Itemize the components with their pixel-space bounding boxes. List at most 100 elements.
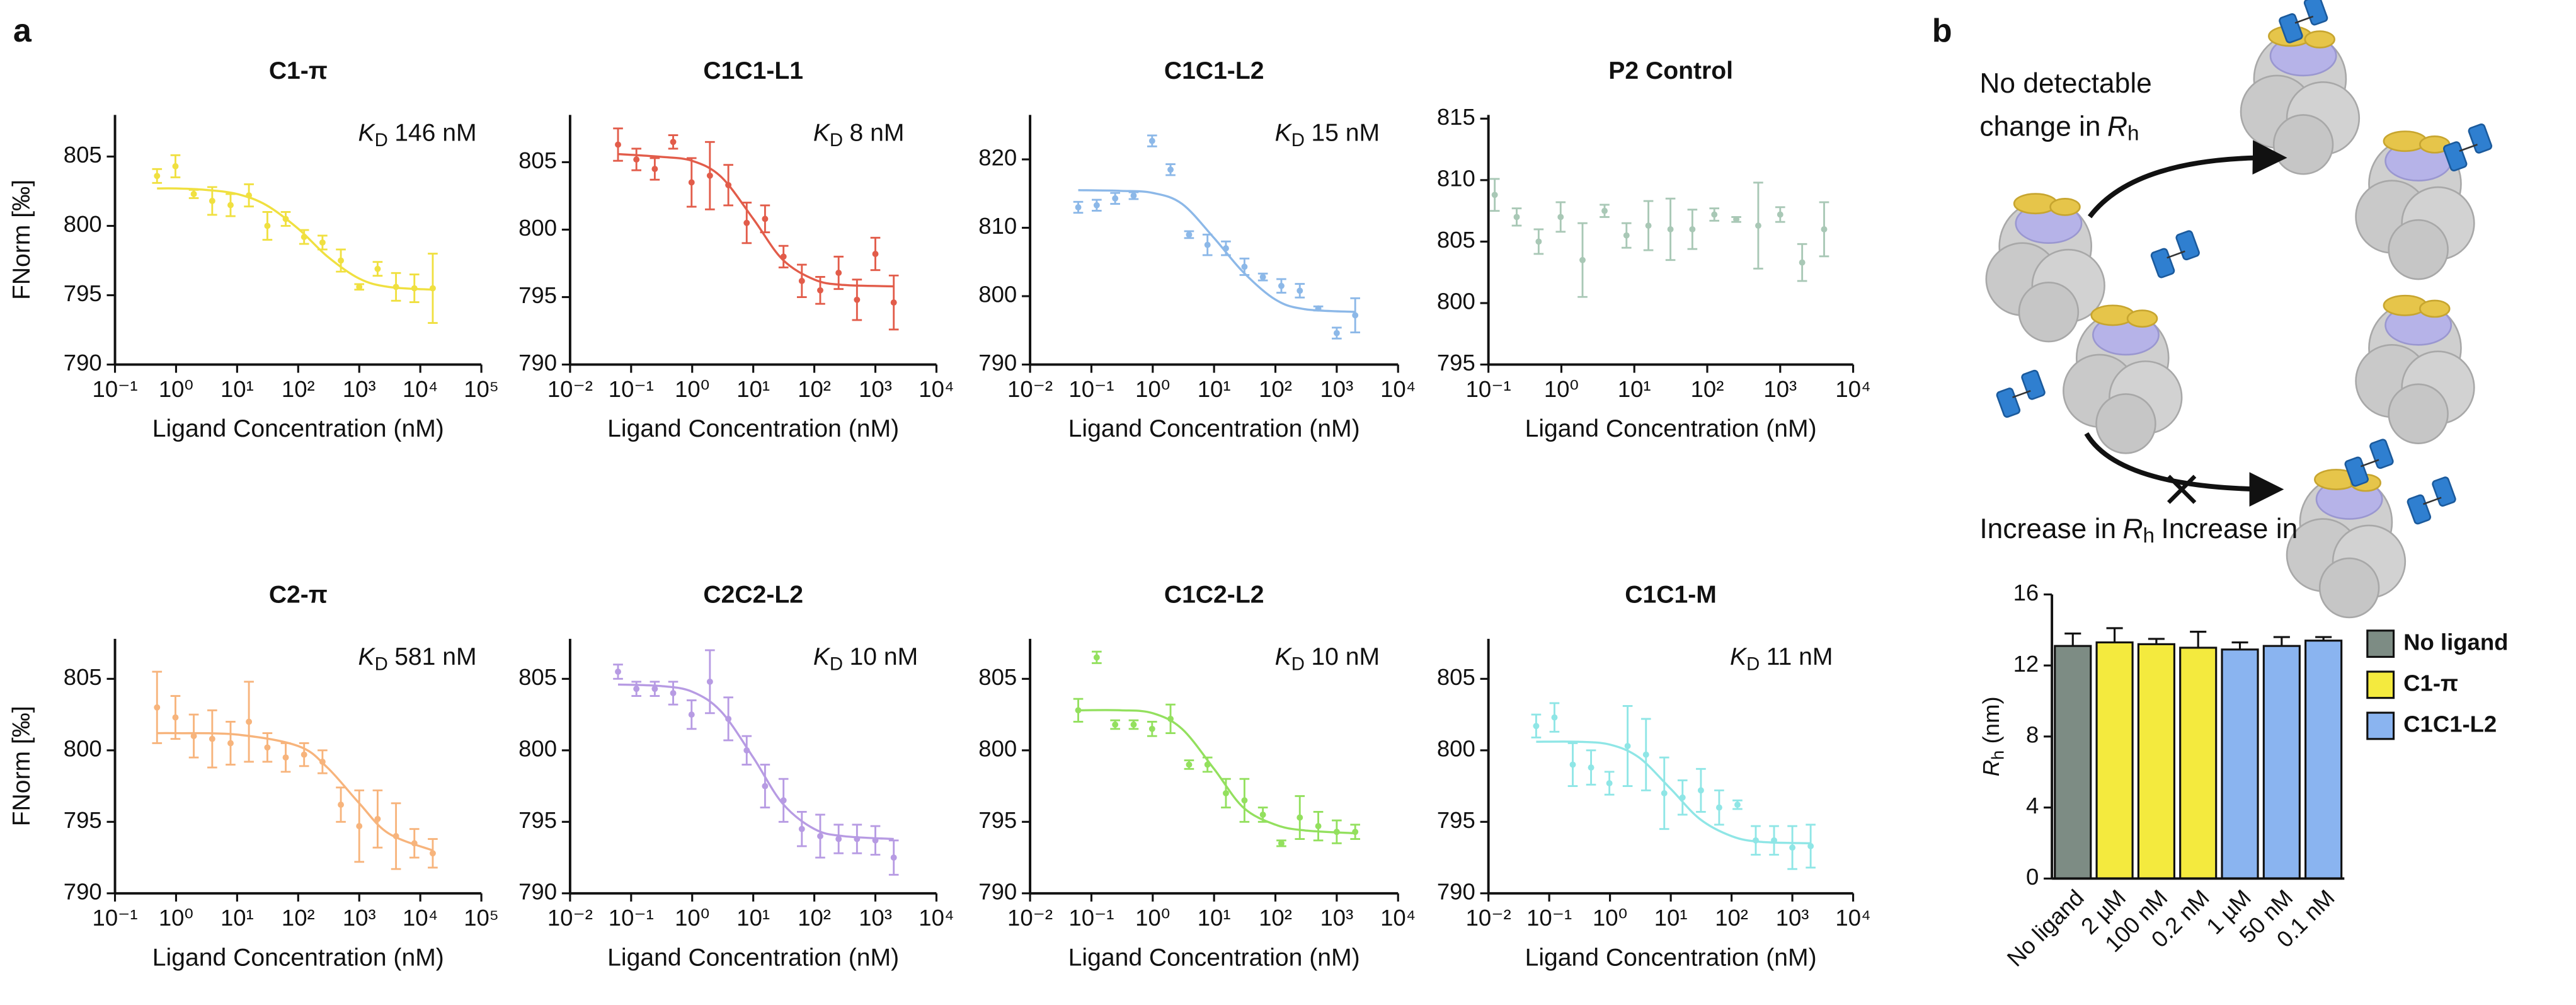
annotation: KD 146 nM: [358, 120, 476, 151]
data-point: [1278, 840, 1285, 847]
data-point: [743, 747, 750, 754]
y-tick-label: 800: [518, 735, 557, 761]
x-tick-label: 10⁻¹: [609, 905, 654, 931]
subscript: D: [375, 130, 388, 151]
x-tick-label: 10¹: [736, 905, 770, 931]
symbol: K: [1275, 120, 1293, 147]
data-point: [1075, 204, 1082, 210]
bar: [2095, 641, 2134, 880]
fit-curve: [157, 732, 433, 852]
annotation: KD 15 nM: [1275, 120, 1380, 151]
x-tick-label: 10³: [343, 905, 376, 931]
label-part: 15 nM: [1311, 120, 1380, 147]
y-tick-label: 805: [64, 142, 102, 168]
x-tick-label: 10⁴: [919, 376, 954, 402]
error-bar: [2064, 632, 2081, 646]
y-tick-label: 12: [2013, 651, 2039, 677]
fit-curve: [1536, 740, 1811, 845]
label-part: (nm): [1978, 696, 2004, 744]
fit-curve: [1078, 189, 1356, 313]
y-tick-label: 810: [978, 213, 1017, 239]
error-bar: [2148, 638, 2165, 645]
data-point: [301, 751, 307, 758]
y-tick-label: 805: [978, 664, 1017, 690]
data-point: [670, 139, 677, 146]
y-tick-label: 800: [64, 211, 102, 237]
data-point: [1333, 330, 1340, 336]
x-tick-label: 10²: [282, 376, 315, 402]
chart-title: C2C2-L2: [703, 581, 803, 608]
chart-title: C1C1-M: [1625, 581, 1717, 608]
data-point: [1733, 216, 1740, 223]
data-point: [246, 718, 253, 725]
annotation: KD 10 nM: [1275, 643, 1380, 674]
x-tick-label: 10¹: [1654, 905, 1688, 931]
subscript: D: [1746, 653, 1760, 674]
data-point: [1130, 192, 1137, 199]
x-tick-label: 10⁰: [1135, 376, 1170, 402]
x-tick-label: 10³: [859, 376, 892, 402]
y-tick-label: 815: [1437, 104, 1475, 130]
y-tick-label: 820: [978, 145, 1017, 171]
x-tick-label: 10²: [1715, 905, 1748, 931]
bar: [2179, 646, 2218, 880]
x-tick-label: 10²: [282, 905, 315, 931]
chart-title: C1C1-L2: [1164, 57, 1264, 84]
data-point: [1771, 837, 1777, 844]
data-point: [209, 735, 215, 742]
data-point: [392, 833, 399, 839]
y-tick-label: 805: [518, 664, 557, 690]
x-tick-label: 10⁴: [1380, 905, 1416, 931]
x-tick-label: 10³: [343, 376, 376, 402]
y-tick-label: 790: [978, 350, 1017, 376]
protein: [2063, 304, 2183, 454]
data-point: [872, 837, 879, 844]
data-point: [706, 678, 713, 685]
protein: [2240, 25, 2361, 175]
x-tick-label: 10⁰: [1593, 905, 1627, 931]
data-point: [1241, 263, 1248, 270]
x-tick-label: 10⁴: [403, 905, 438, 931]
diagram-label: Increase in Rh Increase in: [1979, 514, 2298, 548]
symbol: R: [1978, 760, 2004, 776]
protein: [1985, 193, 2105, 343]
data-point: [1167, 715, 1174, 722]
data-point: [246, 192, 253, 199]
data-point: [1711, 211, 1718, 218]
data-point: [615, 669, 621, 675]
label-part: 146 nM: [394, 120, 476, 147]
data-point: [706, 172, 713, 179]
error-bar: [2273, 636, 2290, 646]
data-point: [227, 202, 234, 209]
data-point: [1167, 166, 1174, 173]
data-point: [319, 239, 326, 246]
y-axis-label: FNorm [‰]: [8, 706, 35, 826]
data-point: [429, 850, 436, 857]
legend-swatch: [2366, 629, 2395, 658]
symbol: K: [358, 120, 375, 147]
x-tick-label: 10²: [798, 376, 831, 402]
chart-title: C1C2-L2: [1164, 581, 1264, 608]
data-point: [688, 179, 695, 186]
arrow: [2087, 140, 2287, 219]
arrow: [2084, 432, 2284, 507]
data-point: [1333, 829, 1340, 836]
x-axis-label: Ligand Concentration (nM): [607, 415, 899, 442]
subscript: D: [1291, 653, 1305, 674]
label-part: 8 nM: [850, 120, 905, 147]
data-point: [301, 234, 307, 241]
ligand: [1995, 369, 2047, 419]
y-tick-label: 800: [1437, 735, 1475, 761]
data-point: [1186, 231, 1193, 238]
data-point: [1315, 823, 1322, 830]
data-point: [1755, 222, 1761, 229]
label-part: Increase in: [2161, 514, 2298, 544]
data-point: [1623, 232, 1630, 239]
x-tick-label: 10³: [859, 905, 892, 931]
data-point: [798, 825, 805, 832]
data-point: [374, 815, 381, 822]
data-point: [154, 704, 161, 711]
subscript: h: [2143, 524, 2155, 548]
chart-title: C1C1-L1: [703, 57, 803, 84]
data-point: [392, 284, 399, 290]
